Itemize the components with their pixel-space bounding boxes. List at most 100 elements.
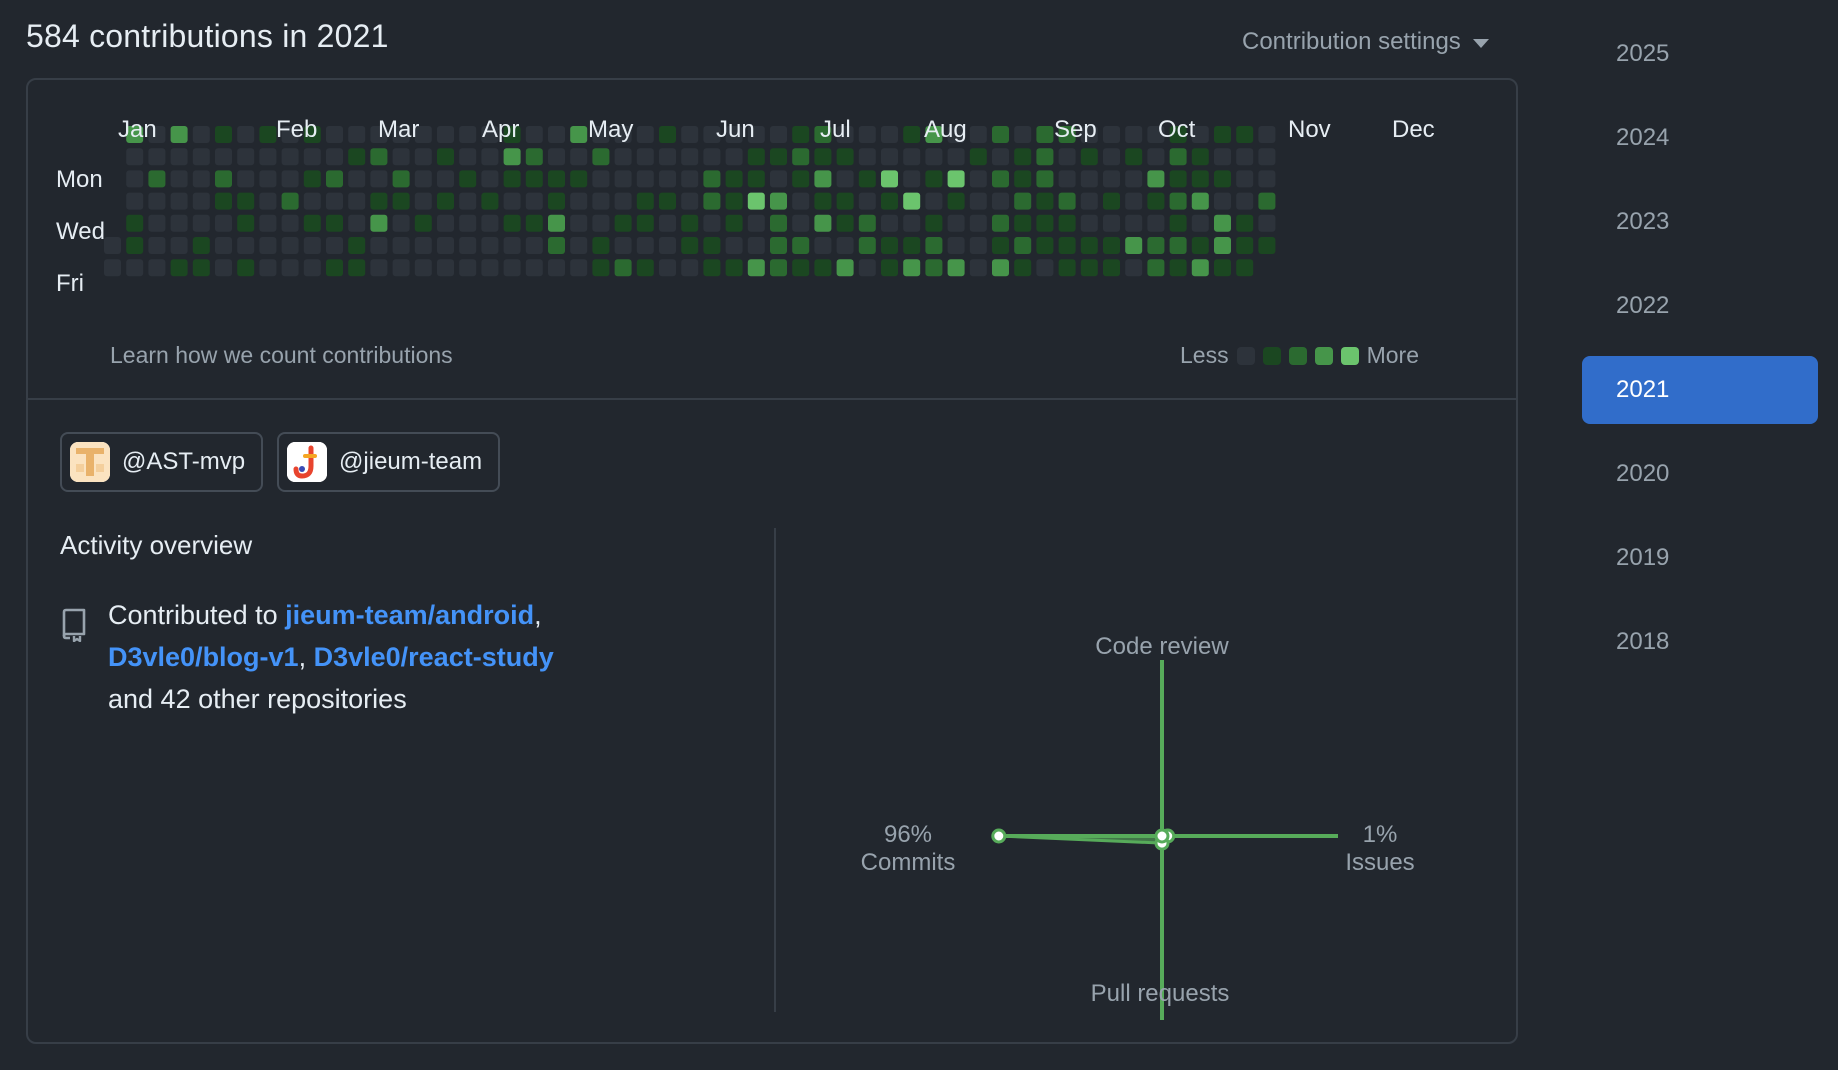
contribution-day[interactable] [947,237,965,254]
contribution-day[interactable] [215,259,232,277]
contribution-day[interactable] [126,259,144,277]
contribution-day[interactable] [770,148,787,166]
contribution-day[interactable] [659,214,676,232]
repo-link-react-study[interactable]: D3vle0/react-study [313,642,554,672]
contribution-day[interactable] [1080,148,1098,166]
contribution-day[interactable] [437,192,454,210]
contribution-day[interactable] [836,170,854,188]
contribution-day[interactable] [170,214,188,232]
contribution-day[interactable] [836,259,854,277]
contribution-day[interactable] [836,126,854,143]
contribution-day[interactable] [792,126,810,143]
contribution-day[interactable] [1214,126,1231,143]
contribution-day[interactable] [237,192,255,210]
contribution-day[interactable] [636,237,654,254]
contribution-day[interactable] [1214,214,1231,232]
contribution-day[interactable] [1169,259,1187,277]
contribution-day[interactable] [903,237,921,254]
contribution-day[interactable] [503,192,521,210]
contribution-day[interactable] [814,237,832,254]
contribution-day[interactable] [303,259,321,277]
contribution-day[interactable] [570,170,588,188]
contribution-day[interactable] [636,126,654,143]
contribution-day[interactable] [1125,214,1143,232]
contribution-day[interactable] [281,259,299,277]
contribution-day[interactable] [570,237,588,254]
contribution-day[interactable] [881,170,898,188]
contribution-day[interactable] [1125,148,1143,166]
contribution-day[interactable] [703,192,721,210]
contribution-day[interactable] [703,237,721,254]
contribution-day[interactable] [348,192,366,210]
contribution-day[interactable] [947,126,965,143]
contribution-day[interactable] [725,148,743,166]
contribution-day[interactable] [747,214,765,232]
contribution-day[interactable] [747,259,765,277]
contribution-day[interactable] [281,192,299,210]
contribution-day[interactable] [303,237,321,254]
contribution-day[interactable] [237,237,255,254]
contribution-day[interactable] [192,170,210,188]
contribution-day[interactable] [392,192,410,210]
contribution-day[interactable] [148,259,166,277]
contribution-day[interactable] [903,148,921,166]
contribution-day[interactable] [925,259,943,277]
contribution-day[interactable] [1191,259,1209,277]
contribution-day[interactable] [1169,148,1187,166]
contribution-day[interactable] [170,237,188,254]
contribution-day[interactable] [1258,237,1276,254]
contribution-day[interactable] [437,148,454,166]
contribution-day[interactable] [503,170,521,188]
contribution-day[interactable] [548,170,565,188]
contribution-day[interactable] [459,170,477,188]
contribution-day[interactable] [614,192,632,210]
org-filter-ast-mvp[interactable]: @AST-mvp [60,432,264,492]
contribution-day[interactable] [903,192,921,210]
contribution-day[interactable] [903,214,921,232]
contribution-day[interactable] [925,170,943,188]
contribution-day[interactable] [215,170,232,188]
contribution-day[interactable] [947,259,965,277]
contribution-day[interactable] [836,192,854,210]
contribution-day[interactable] [814,214,832,232]
contribution-day[interactable] [992,126,1009,143]
contribution-day[interactable] [703,170,721,188]
contribution-day[interactable] [348,148,366,166]
contribution-day[interactable] [104,237,121,254]
contribution-day[interactable] [548,259,565,277]
contribution-day[interactable] [348,259,366,277]
contribution-day[interactable] [525,259,543,277]
contribution-day[interactable] [303,192,321,210]
contribution-day[interactable] [992,237,1009,254]
contribution-day[interactable] [1236,259,1254,277]
contribution-day[interactable] [1103,126,1120,143]
contribution-day[interactable] [1014,237,1032,254]
contribution-day[interactable] [1147,192,1165,210]
contribution-day[interactable] [437,259,454,277]
contribution-day[interactable] [1014,148,1032,166]
contribution-day[interactable] [1236,148,1254,166]
contribution-day[interactable] [858,170,876,188]
contribution-day[interactable] [992,170,1009,188]
contribution-day[interactable] [681,126,699,143]
contribution-day[interactable] [259,192,277,210]
contribution-day[interactable] [1103,237,1120,254]
contribution-day[interactable] [969,170,987,188]
contribution-day[interactable] [814,148,832,166]
contribution-day[interactable] [259,214,277,232]
contribution-day[interactable] [437,214,454,232]
contribution-day[interactable] [414,126,432,143]
contribution-day[interactable] [903,259,921,277]
contribution-day[interactable] [148,126,166,143]
contribution-day[interactable] [881,192,898,210]
contribution-day[interactable] [1125,259,1143,277]
contribution-day[interactable] [1191,192,1209,210]
contribution-day[interactable] [392,126,410,143]
contribution-day[interactable] [881,214,898,232]
contribution-day[interactable] [792,192,810,210]
contribution-day[interactable] [548,237,565,254]
contribution-day[interactable] [836,237,854,254]
contribution-day[interactable] [1236,192,1254,210]
contribution-day[interactable] [237,259,255,277]
contribution-day[interactable] [170,126,188,143]
